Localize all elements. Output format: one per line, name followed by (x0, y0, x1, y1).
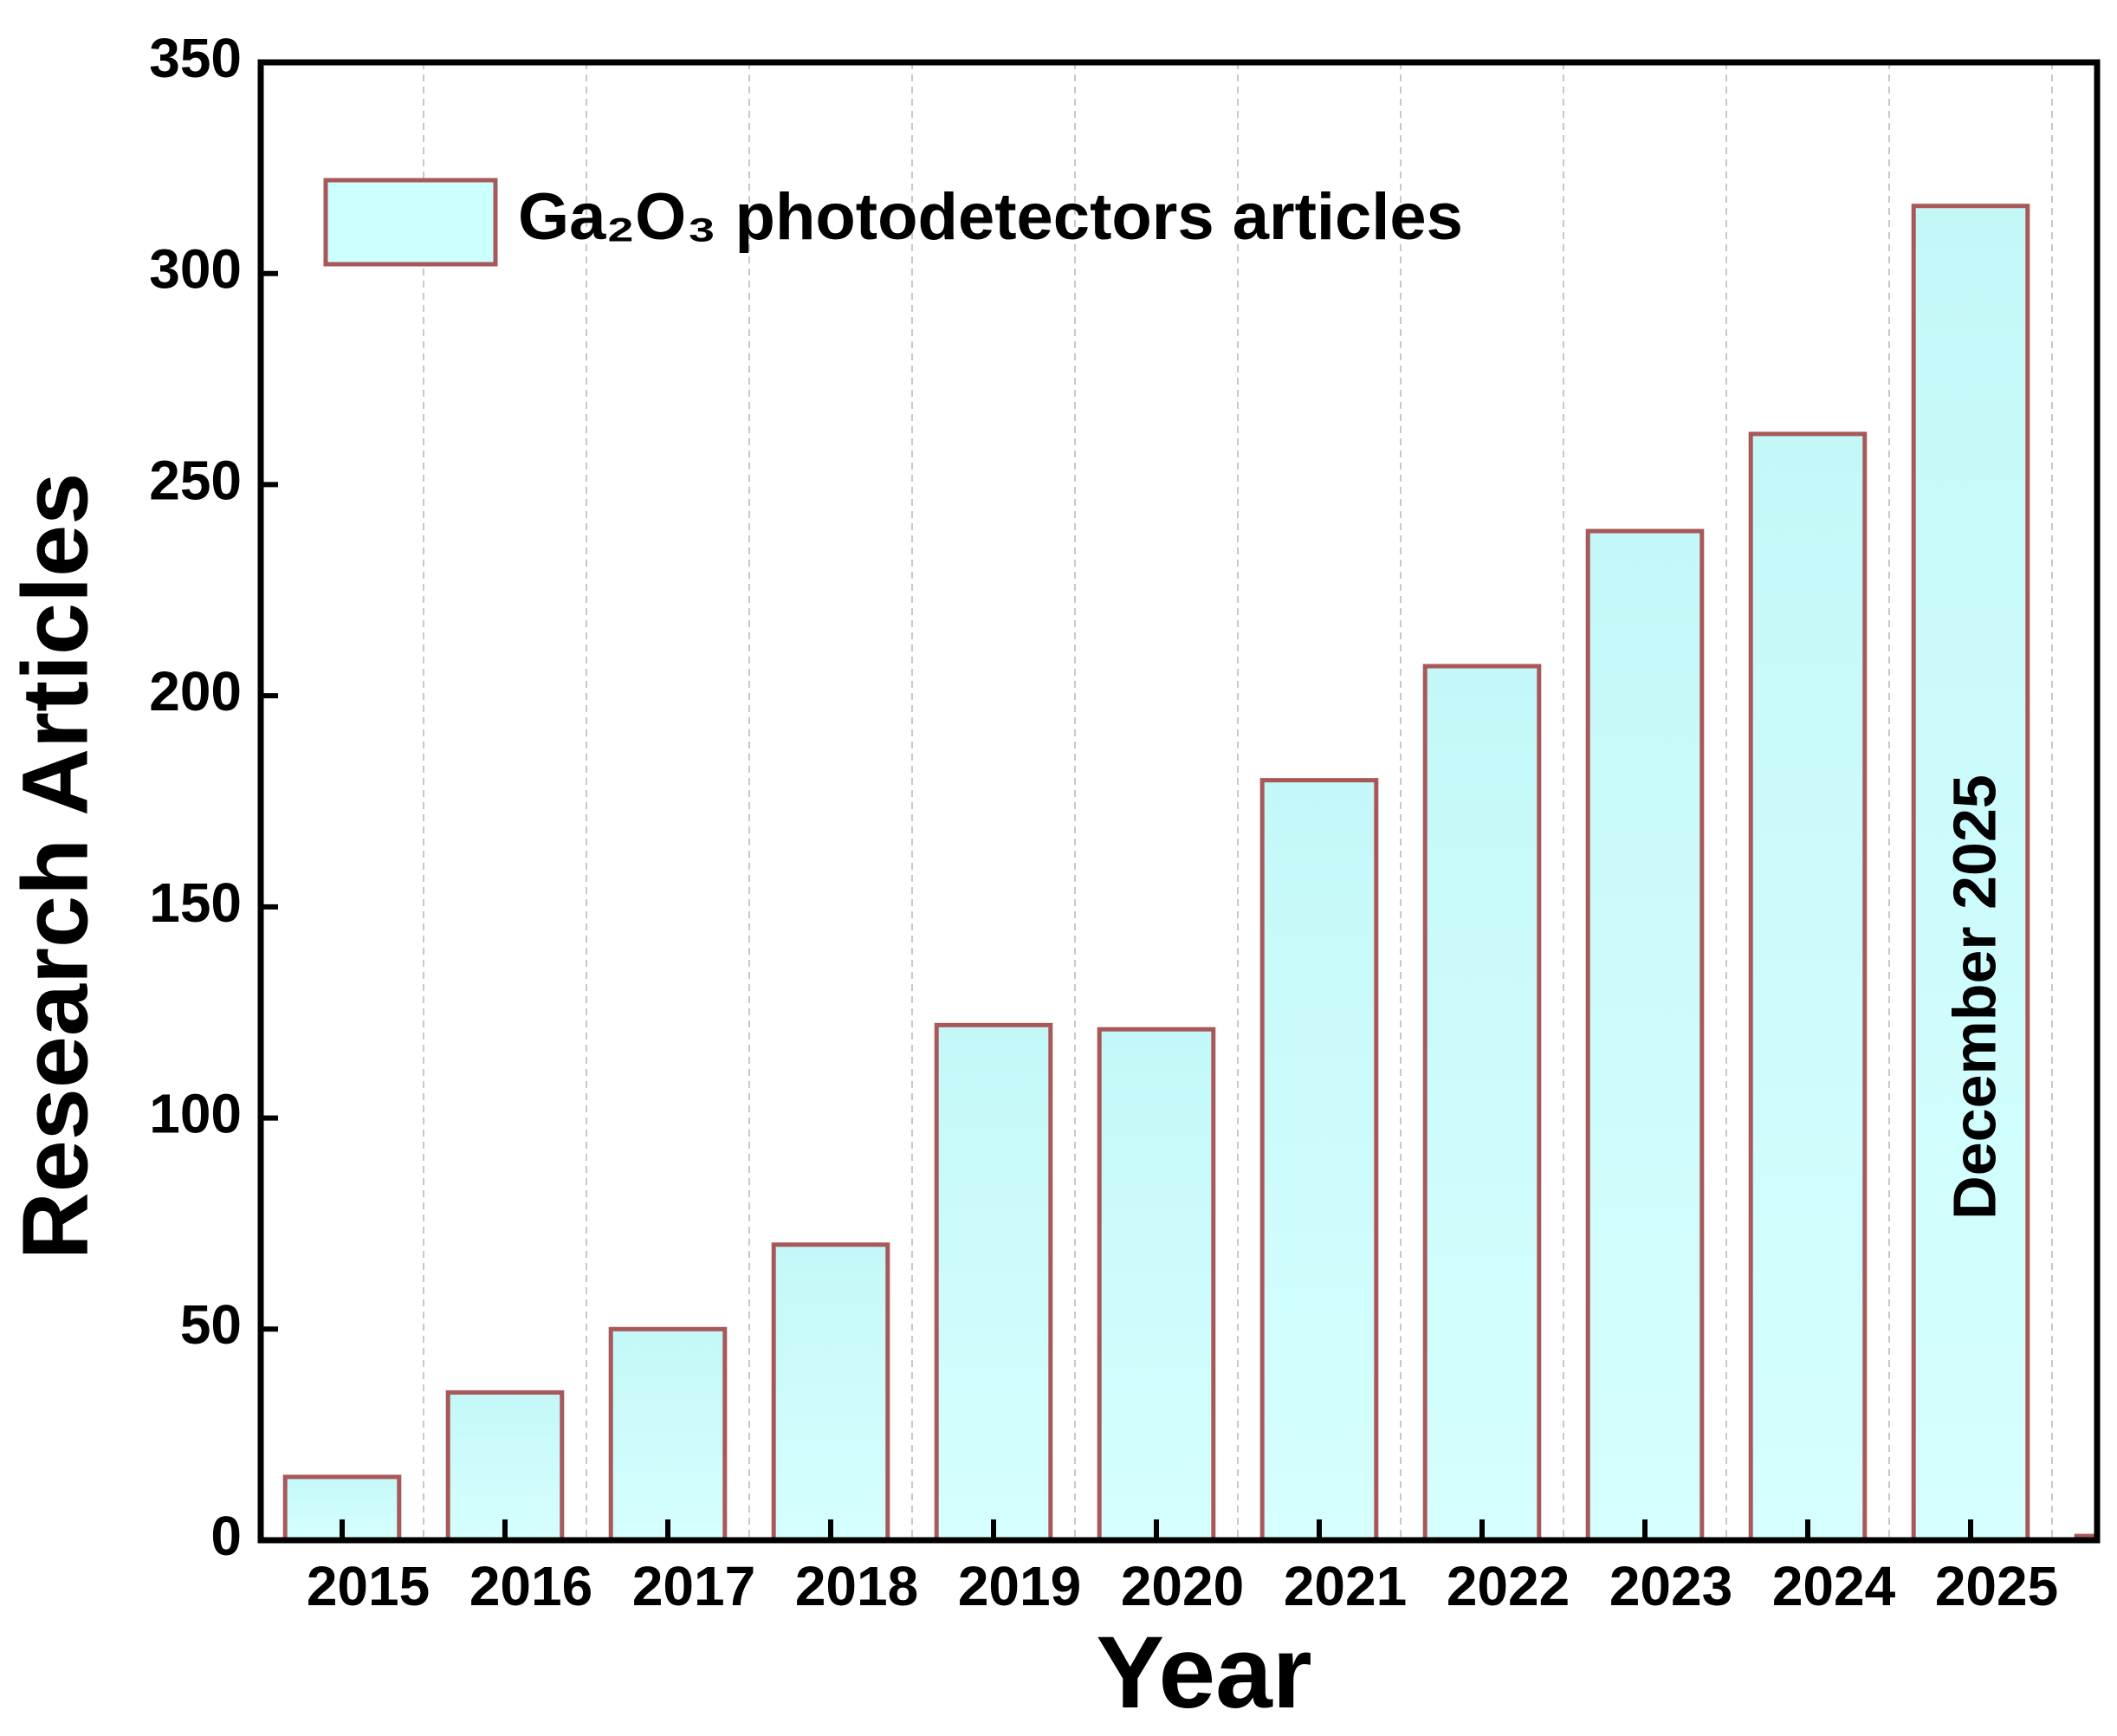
x-tick-label: 2021 (1284, 1555, 1407, 1617)
legend-swatch (323, 178, 498, 267)
y-tick-label: 100 (149, 1082, 242, 1144)
legend-label: Ga₂O₃ photodetectors articles (518, 180, 1463, 254)
y-axis-title: Research Articles (3, 473, 107, 1260)
bar (1422, 664, 1542, 1540)
annotation: December 2025 (1940, 774, 2008, 1220)
x-tick-label: 2020 (1121, 1555, 1244, 1617)
bar (608, 1326, 728, 1540)
bar (1585, 528, 1705, 1540)
x-tick-label: 2018 (795, 1555, 918, 1617)
bar (1748, 431, 1868, 1540)
y-tick-label: 350 (149, 27, 242, 89)
bar (1097, 1027, 1216, 1540)
x-tick-label: 2015 (307, 1555, 430, 1617)
x-tick-label: 2019 (958, 1555, 1081, 1617)
x-tick-label: 2024 (1772, 1555, 1896, 1617)
bar (771, 1242, 890, 1540)
y-tick-label: 150 (149, 871, 242, 934)
plot-area (282, 62, 2097, 1540)
bar (1259, 778, 1379, 1540)
y-tick-label: 300 (149, 238, 242, 301)
y-tick-label: 0 (210, 1505, 242, 1567)
x-tick-label: 2023 (1609, 1555, 1732, 1617)
bar (1911, 204, 2030, 1540)
x-tick-label: 2025 (1935, 1555, 2058, 1617)
x-tick-label: 2016 (469, 1555, 592, 1617)
bar (445, 1389, 565, 1540)
x-tick-label: 2017 (632, 1555, 755, 1617)
plot-frame (257, 59, 2101, 1544)
x-tick-label: 2022 (1447, 1555, 1570, 1617)
x-axis-title: Year (1096, 1616, 1311, 1730)
y-tick-label: 50 (180, 1293, 242, 1356)
bar (934, 1022, 1053, 1540)
y-tick-label: 250 (149, 449, 242, 511)
y-tick-label: 200 (149, 660, 242, 722)
